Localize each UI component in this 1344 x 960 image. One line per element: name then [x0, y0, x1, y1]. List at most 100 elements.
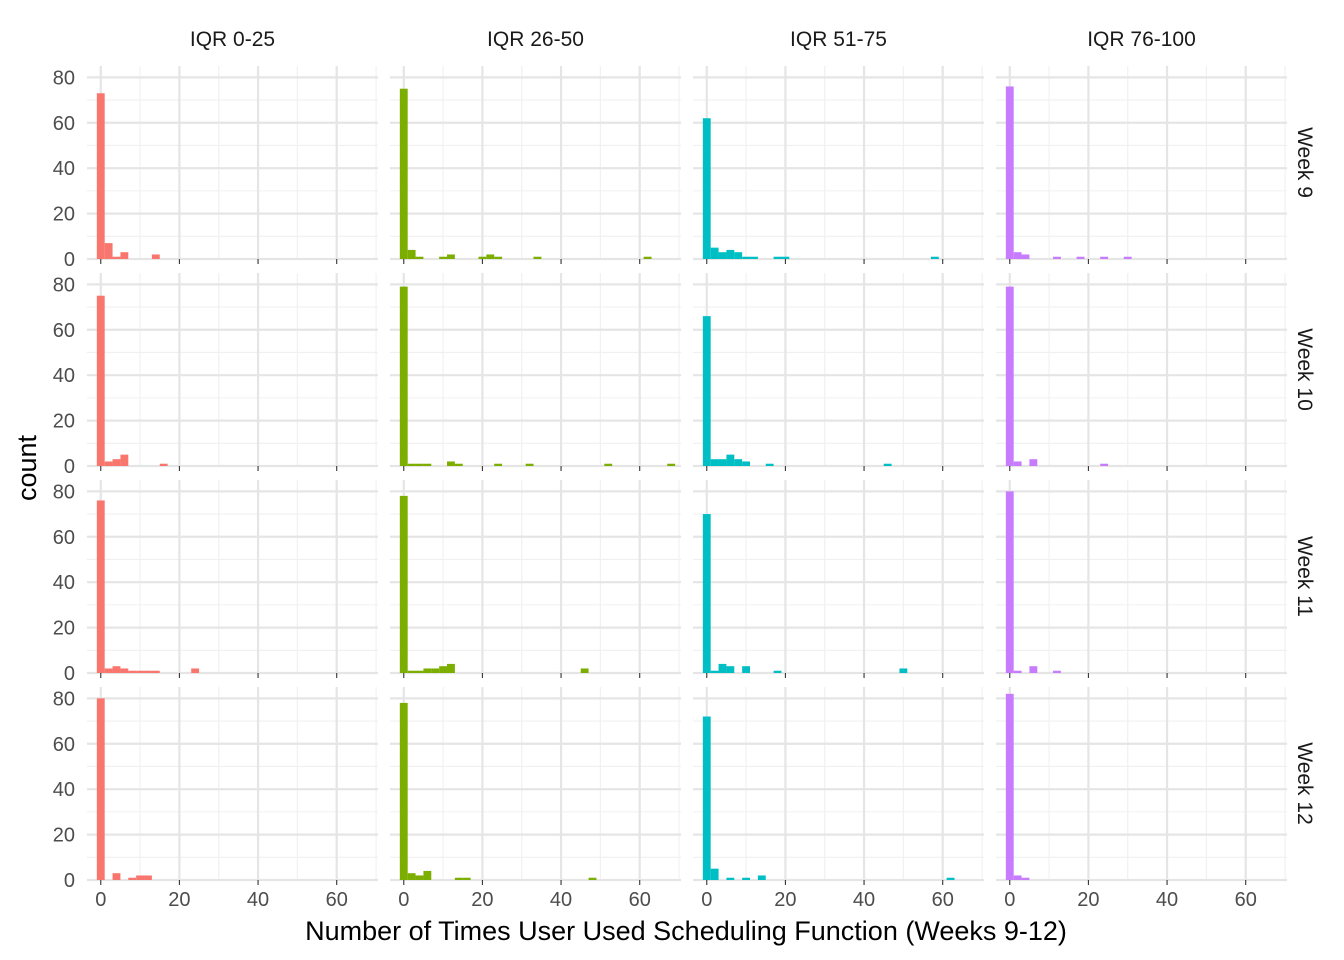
histogram-bar-week-9-col2-bin6 — [750, 256, 758, 259]
x-tick-label: 20 — [471, 889, 493, 911]
y-tick-label: 60 — [53, 734, 75, 756]
histogram-bar-week-10-col1-bin2 — [415, 463, 424, 466]
histogram-bar-week-11-col2-bin2 — [718, 663, 727, 673]
histogram-bar-week-11-col2-bin6 — [899, 668, 908, 673]
y-tick-label: 20 — [53, 204, 75, 226]
histogram-bar-week-9-col1-bin1 — [407, 249, 416, 259]
y-tick-label: 0 — [64, 870, 75, 892]
y-tick-label: 40 — [53, 572, 75, 594]
histogram-bar-week-9-col1-bin2 — [415, 256, 424, 259]
x-tick-label: 20 — [1077, 889, 1099, 911]
y-tick-label: 80 — [53, 67, 75, 89]
histogram-bar-week-9-col1-bin7 — [494, 256, 503, 259]
histogram-bar-week-11-col1-bin5 — [439, 666, 448, 673]
histogram-bar-week-10-col2-bin5 — [742, 461, 751, 466]
y-tick-label: 20 — [53, 825, 75, 847]
histogram-bar-week-12-col3-bin1 — [1013, 875, 1022, 880]
histogram-bar-week-10-col0-bin1 — [104, 461, 113, 466]
histogram-bar-week-9-col1-bin0 — [399, 88, 408, 260]
histogram-bar-week-10-col1-bin0 — [399, 286, 408, 466]
histogram-bar-week-9-col0-bin2 — [112, 256, 121, 259]
y-tick-label: 40 — [53, 365, 75, 387]
x-axis-title: Number of Times User Used Scheduling Fun… — [305, 916, 1067, 946]
histogram-bar-week-9-col0-bin1 — [104, 243, 113, 259]
histogram-bar-week-10-col1-bin8 — [604, 463, 613, 466]
histogram-bar-week-10-col2-bin3 — [726, 454, 735, 466]
histogram-bar-week-11-col0-bin6 — [144, 670, 152, 673]
histogram-bar-week-10-col0-bin3 — [120, 454, 129, 466]
grid-layer — [87, 66, 1287, 885]
histogram-bar-week-12-col1-bin1 — [407, 873, 416, 880]
x-tick-label: 20 — [168, 889, 190, 911]
histogram-bar-week-11-col1-bin4 — [431, 668, 440, 673]
panel-grid-r3-c2 — [693, 687, 984, 885]
histogram-bar-week-9-col2-bin8 — [781, 256, 790, 259]
histogram-bar-week-12-col2-bin1 — [710, 868, 719, 880]
histogram-bar-week-9-col0-bin0 — [96, 93, 105, 259]
y-tick-label: 0 — [64, 663, 75, 685]
histogram-bar-week-12-col1-bin4 — [454, 877, 463, 880]
x-tick-label: 40 — [853, 889, 875, 911]
histogram-bar-week-10-col1-bin9 — [667, 463, 676, 466]
y-tick-label: 40 — [53, 779, 75, 801]
histogram-bar-week-9-col0-bin3 — [120, 252, 129, 259]
histogram-bar-week-11-col0-bin4 — [128, 670, 137, 673]
histogram-bar-week-10-col2-bin6 — [765, 463, 774, 466]
x-tick-label: 0 — [1004, 889, 1015, 911]
y-tick-label: 20 — [53, 618, 75, 640]
panel-grid-r1-c2 — [693, 273, 984, 471]
histogram-bar-week-12-col2-bin4 — [757, 875, 766, 880]
histogram-bar-week-9-col2-bin4 — [734, 252, 743, 259]
y-tick-label: 60 — [53, 527, 75, 549]
histogram-bar-week-12-col0-bin0 — [96, 698, 105, 880]
panel-bars-r2-c0 — [96, 500, 200, 673]
x-tick-label: 40 — [1156, 889, 1178, 911]
histogram-bar-week-9-col0-bin4 — [151, 254, 160, 259]
histogram-bar-week-9-col1-bin5 — [478, 256, 487, 259]
histogram-bar-week-11-col0-bin5 — [136, 670, 145, 673]
panel-bars-r3-c2 — [702, 716, 955, 880]
histogram-bar-week-12-col3-bin2 — [1021, 877, 1030, 880]
panel-grid-r1-c3 — [996, 273, 1287, 471]
histogram-bar-week-11-col0-bin7 — [151, 670, 160, 673]
histogram-bar-week-10-col2-bin0 — [702, 316, 711, 466]
facet-column-strip-label: IQR 76-100 — [1087, 28, 1196, 51]
y-tick-label: 80 — [53, 481, 75, 503]
histogram-bar-week-11-col2-bin0 — [702, 514, 711, 673]
panel-grid-r1-c1 — [390, 273, 681, 471]
panel-bars-r0-c0 — [96, 93, 160, 259]
panel-grid-r3-c3 — [996, 687, 1287, 885]
panel-bars-r1-c2 — [702, 316, 892, 466]
histogram-bar-week-9-col3-bin3 — [1053, 256, 1061, 259]
label-layer: 0 20 40 60 80 Week 9 0 20 40 60 80 Week 10 0 20 40 60 80… — [53, 28, 1316, 911]
facet-row-strip-label: Week 12 — [1293, 742, 1316, 825]
bar-layer — [96, 86, 1132, 880]
histogram-bar-week-9-col3-bin4 — [1076, 256, 1085, 259]
x-tick-label: 0 — [398, 889, 409, 911]
histogram-bar-week-11-col1-bin7 — [580, 668, 589, 673]
histogram-bar-week-11-col0-bin3 — [120, 668, 129, 673]
histogram-bar-week-9-col2-bin2 — [718, 252, 727, 259]
x-tick-label: 0 — [95, 889, 106, 911]
histogram-bar-week-10-col1-bin4 — [447, 461, 455, 466]
histogram-bar-week-9-col3-bin5 — [1100, 256, 1109, 259]
histogram-bar-week-10-col1-bin1 — [407, 463, 416, 466]
histogram-bar-week-11-col1-bin3 — [423, 668, 432, 673]
y-tick-label: 0 — [64, 249, 75, 271]
panel-grid-r0-c0 — [87, 66, 378, 264]
x-tick-label: 60 — [932, 889, 954, 911]
y-tick-label: 60 — [53, 320, 75, 342]
histogram-bar-week-9-col1-bin9 — [643, 256, 652, 259]
histogram-bar-week-9-col2-bin9 — [930, 256, 939, 259]
histogram-bar-week-11-col0-bin1 — [104, 668, 113, 673]
y-tick-label: 0 — [64, 456, 75, 478]
histogram-bar-week-12-col0-bin3 — [136, 875, 145, 880]
x-tick-label: 0 — [701, 889, 712, 911]
histogram-bar-week-9-col2-bin3 — [726, 249, 735, 259]
y-tick-label: 20 — [53, 411, 75, 433]
panel-bars-r1-c3 — [1005, 286, 1109, 466]
histogram-bar-week-9-col2-bin0 — [702, 118, 711, 259]
histogram-bar-week-12-col1-bin0 — [399, 702, 408, 880]
histogram-bar-week-10-col2-bin7 — [883, 463, 892, 466]
y-tick-label: 40 — [53, 158, 75, 180]
